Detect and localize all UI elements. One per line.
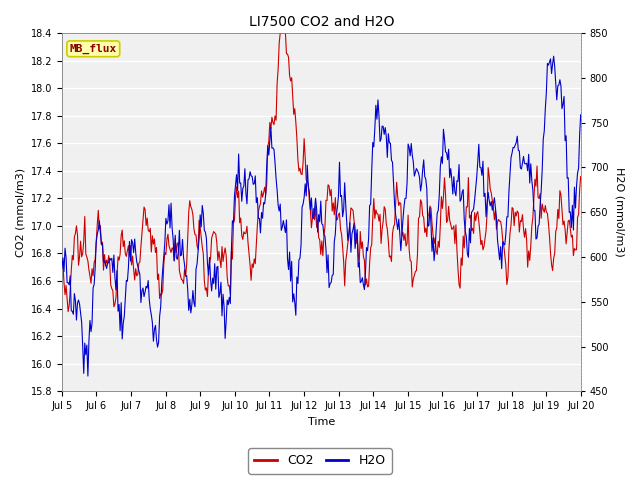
H2O <box>308 215 316 221</box>
Line: H2O: H2O <box>62 56 580 376</box>
CO2 <box>58 262 66 267</box>
H2O <box>84 373 92 379</box>
CO2 <box>369 215 376 221</box>
H2O <box>305 189 313 195</box>
H2O <box>58 265 66 271</box>
H2O <box>566 209 574 215</box>
Y-axis label: H2O (mmol/m3): H2O (mmol/m3) <box>615 167 625 257</box>
Legend: CO2, H2O: CO2, H2O <box>248 448 392 474</box>
Line: CO2: CO2 <box>62 33 580 312</box>
H2O <box>484 190 492 195</box>
CO2 <box>566 226 574 231</box>
H2O <box>340 207 348 213</box>
CO2 <box>310 206 317 212</box>
CO2 <box>307 207 314 213</box>
H2O <box>368 168 376 174</box>
CO2 <box>64 309 72 314</box>
CO2 <box>485 173 493 179</box>
Text: MB_flux: MB_flux <box>70 44 117 54</box>
H2O <box>550 53 557 59</box>
CO2 <box>577 174 584 180</box>
Y-axis label: CO2 (mmol/m3): CO2 (mmol/m3) <box>15 168 25 257</box>
X-axis label: Time: Time <box>308 417 335 427</box>
Title: LI7500 CO2 and H2O: LI7500 CO2 and H2O <box>248 15 394 29</box>
CO2 <box>276 30 284 36</box>
CO2 <box>341 283 349 288</box>
H2O <box>577 112 584 118</box>
